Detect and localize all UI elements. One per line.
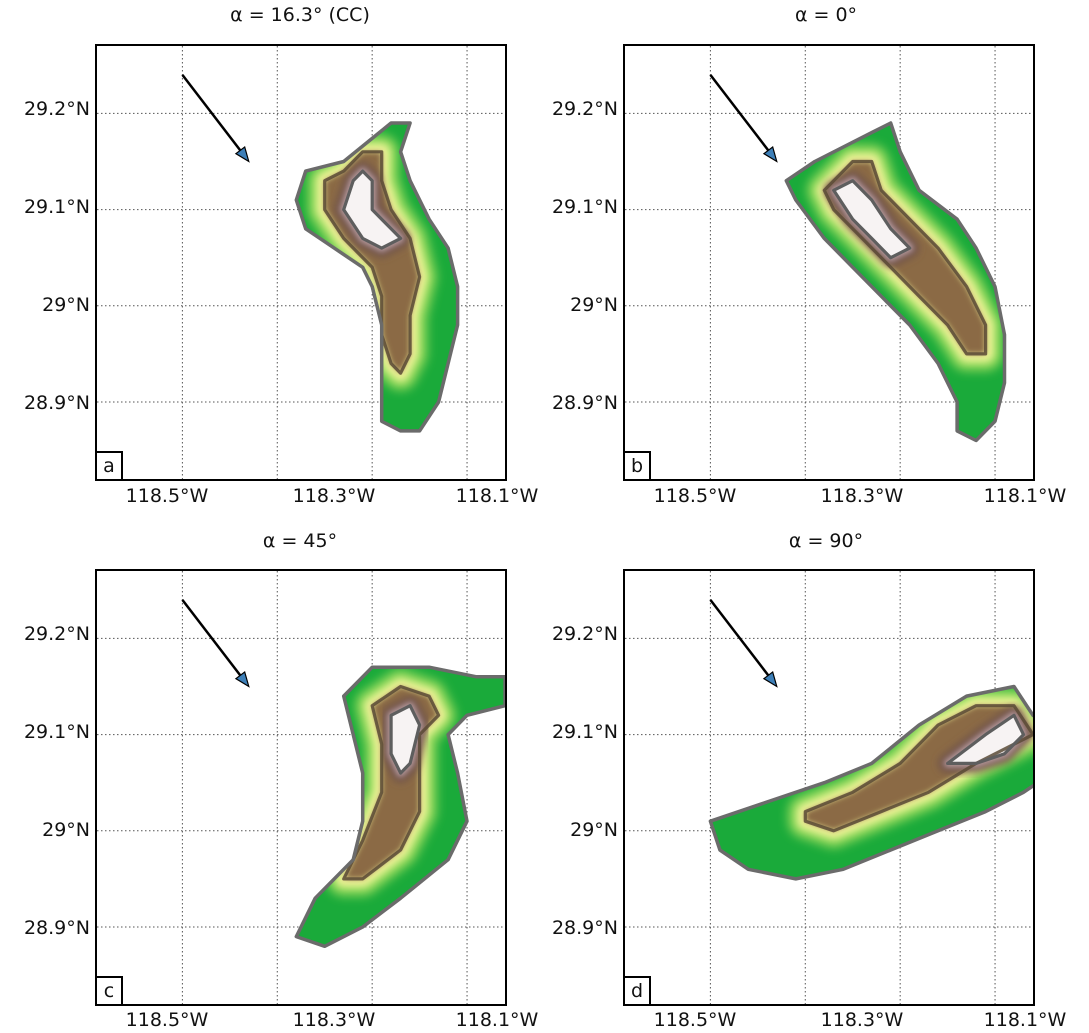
y-tick-label: 28.9°N [551,392,618,414]
map-frame: d [623,569,1035,1006]
panel-title: α = 90° [788,530,864,552]
mid-contour [342,684,441,881]
y-tick-label: 29.2°N [551,98,618,120]
y-tick-label: 28.9°N [551,917,618,939]
wind-arrow-shaft [181,599,242,677]
terrain-map [97,571,505,1004]
panel-title: α = 16.3° (CC) [230,4,370,26]
x-tick-label: 118.5°W [125,1009,209,1031]
summit-area [833,180,910,258]
mid-contour [803,704,1033,833]
y-tick-label: 29.2°N [23,98,90,120]
panel-label: c [97,976,123,1004]
panel-label: d [625,976,651,1004]
map-frame: c [95,569,507,1006]
y-tick-label: 29.1°N [23,721,90,743]
x-tick-label: 118.1°W [983,1009,1067,1031]
terrain-layers [786,123,1005,441]
y-tick-label: 29.1°N [23,196,90,218]
wind-arrow-head [234,145,250,163]
summit-area [947,715,1024,764]
panel-title: α = 0° [794,4,858,26]
panel-label: b [625,451,651,479]
y-tick-label: 29.1°N [551,721,618,743]
summit-contour [389,704,422,775]
y-tick-label: 29.2°N [23,623,90,645]
wind-arrow-head [762,670,778,688]
wind-arrow-shaft [709,599,770,677]
terrain-outline [784,121,1007,443]
wind-arrow-head [234,670,250,688]
y-tick-label: 29°N [570,294,618,316]
panel-title: α = 45° [262,530,338,552]
x-tick-label: 118.3°W [292,1009,376,1031]
y-tick-label: 28.9°N [23,917,90,939]
summit-area [391,705,420,774]
x-tick-label: 118.3°W [820,1009,904,1031]
x-tick-label: 118.1°W [455,1009,539,1031]
terrain-outline [294,665,505,949]
x-tick-label: 118.5°W [653,1009,737,1031]
x-tick-label: 118.3°W [292,485,376,507]
summit-contour [946,713,1026,765]
y-tick-label: 29°N [42,294,90,316]
wind-arrow-head [762,145,778,163]
y-tick-label: 28.9°N [23,392,90,414]
y-tick-label: 29°N [42,819,90,841]
y-tick-label: 29.1°N [551,196,618,218]
x-tick-label: 118.5°W [125,485,209,507]
wind-arrow-shaft [181,74,242,152]
x-tick-label: 118.3°W [820,485,904,507]
terrain-map [625,46,1033,479]
y-tick-label: 29°N [570,819,618,841]
summit-contour [342,169,403,250]
terrain-map [97,46,505,479]
wind-arrow-shaft [709,74,770,152]
summit-contour [832,179,912,260]
terrain-outline [708,684,1033,881]
x-tick-label: 118.1°W [983,485,1067,507]
map-frame: b [623,44,1035,481]
terrain-map [625,571,1033,1004]
y-tick-label: 29.2°N [551,623,618,645]
terrain-outline [294,121,460,433]
terrain-layers [710,686,1033,879]
mid-contour [822,159,988,356]
x-tick-label: 118.5°W [653,485,737,507]
mid-contour [323,150,422,375]
map-frame: a [95,44,507,481]
x-tick-label: 118.1°W [455,485,539,507]
panel-label: a [97,451,123,479]
